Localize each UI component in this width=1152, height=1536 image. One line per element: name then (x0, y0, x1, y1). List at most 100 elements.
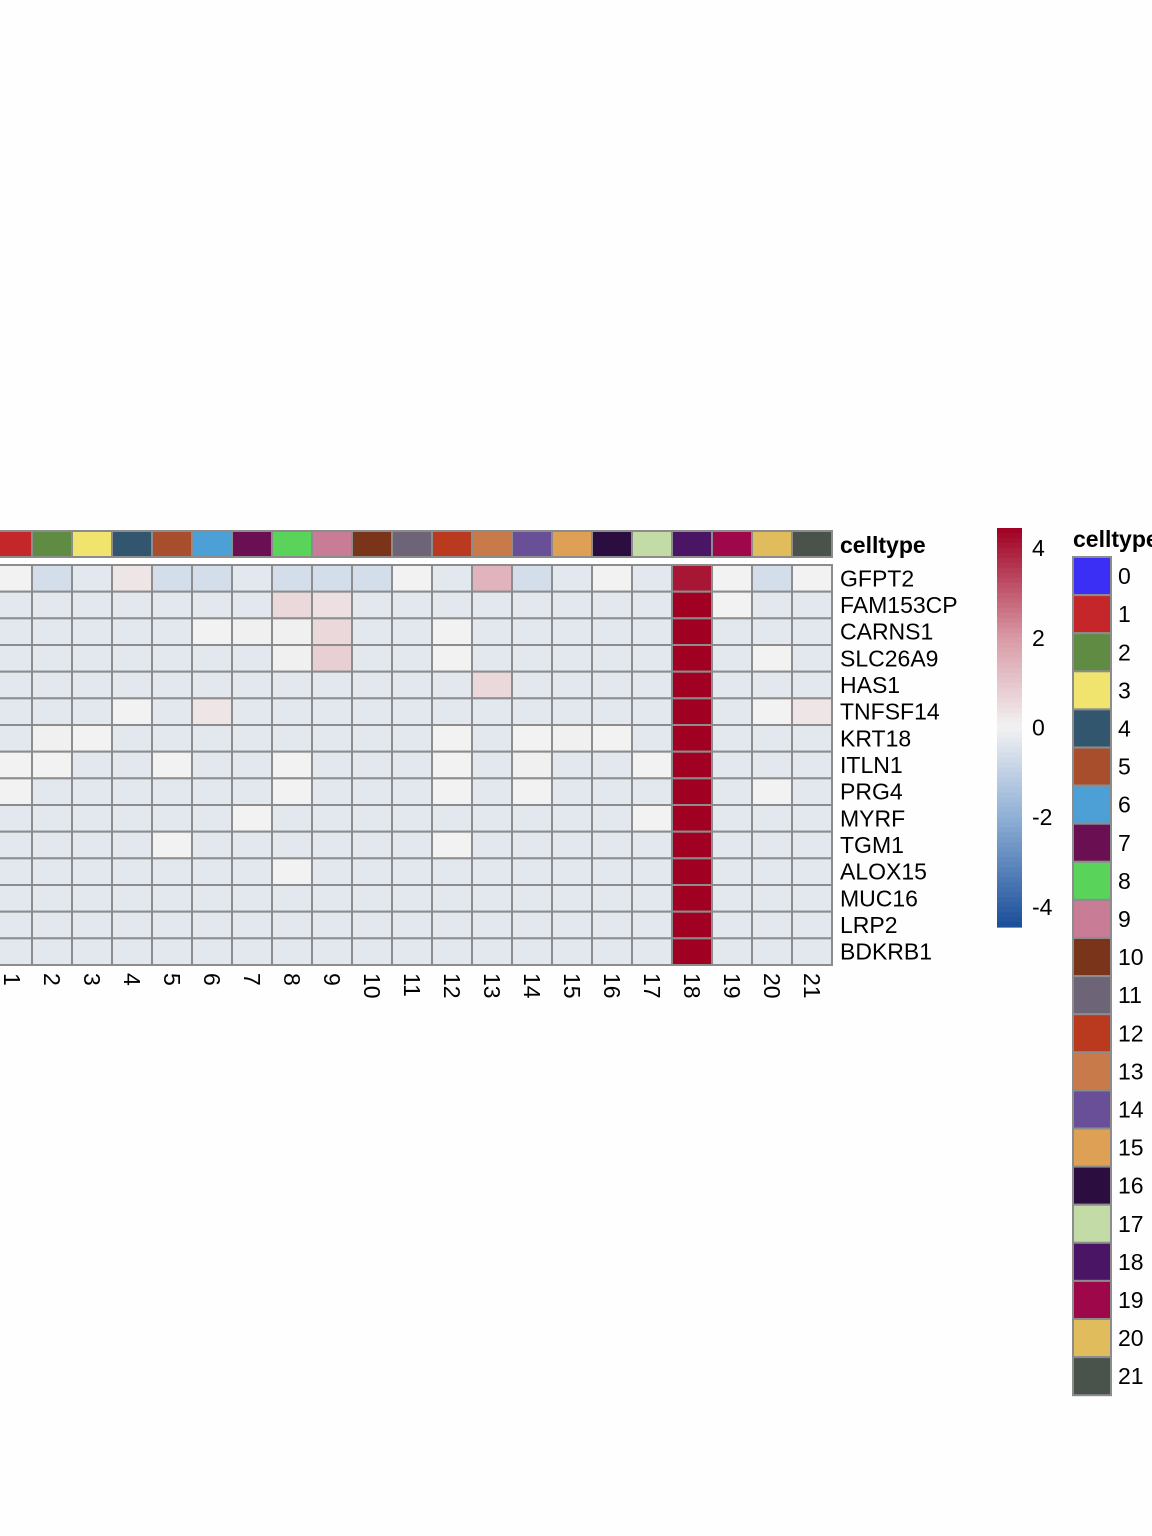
heatmap-cell (671, 937, 713, 966)
column-label: 10 (359, 973, 385, 999)
heatmap-cell (191, 804, 233, 833)
heatmap-cell (151, 617, 193, 646)
color-scale-swatch (997, 682, 1022, 689)
color-scale-swatch (997, 727, 1022, 734)
legend-swatch-2 (1072, 632, 1112, 673)
heatmap-cell (431, 884, 473, 913)
heatmap-cell (311, 590, 353, 620)
heatmap-cell (591, 617, 633, 646)
annotation-cell-19 (711, 530, 753, 558)
heatmap-cell (0, 750, 33, 780)
color-scale-swatch (997, 922, 1022, 928)
heatmap-cell (471, 857, 513, 886)
legend-swatch-7 (1072, 822, 1112, 863)
heatmap-cells (0, 564, 833, 966)
heatmap-cell (671, 857, 713, 886)
color-scale-swatch (997, 528, 1022, 534)
color-scale-swatch (997, 702, 1022, 709)
heatmap-cell (311, 910, 353, 940)
heatmap-cell (511, 697, 553, 726)
legend-label: 5 (1118, 754, 1131, 780)
heatmap-cell (751, 910, 793, 940)
heatmap-cell (271, 777, 313, 806)
heatmap-cell (31, 777, 73, 806)
heatmap-cell (671, 777, 713, 806)
annotation-cell-2 (31, 530, 73, 558)
heatmap-cell (591, 564, 633, 593)
column-label: 13 (479, 973, 505, 999)
color-scale-swatch (997, 657, 1022, 664)
heatmap-cell (431, 937, 473, 966)
heatmap-cell (271, 804, 313, 833)
heatmap-cell (391, 937, 433, 966)
color-scale-swatch (997, 857, 1022, 863)
heatmap-cell (0, 670, 33, 700)
heatmap-cell (471, 670, 513, 700)
heatmap-cell (351, 857, 393, 886)
heatmap-cell (191, 937, 233, 966)
annotation-cell-18 (671, 530, 713, 558)
heatmap-cell (151, 884, 193, 913)
annotation-cell-15 (551, 530, 593, 558)
heatmap-cell (511, 884, 553, 913)
heatmap-cell (231, 937, 273, 966)
heatmap-cell (191, 724, 233, 753)
heatmap-cell (111, 617, 153, 646)
color-scale-swatch (997, 652, 1022, 659)
row-label: TGM1 (840, 832, 904, 858)
legend-swatch-0 (1072, 556, 1112, 597)
heatmap-cell (71, 670, 113, 700)
heatmap-cell (71, 777, 113, 806)
heatmap-cell (551, 884, 593, 913)
color-scale-swatch (997, 562, 1022, 569)
heatmap-cell (351, 697, 393, 726)
heatmap-cell (631, 670, 673, 700)
heatmap-cell (231, 670, 273, 700)
legend-swatch-11 (1072, 975, 1112, 1016)
heatmap-cell (751, 697, 793, 726)
heatmap-cell (31, 670, 73, 700)
heatmap-cell (631, 617, 673, 646)
heatmap-cell (351, 777, 393, 806)
heatmap-cell (71, 697, 113, 726)
annotation-cell-7 (231, 530, 273, 558)
heatmap-cell (351, 617, 393, 646)
heatmap-cell (231, 644, 273, 673)
heatmap-cell (391, 590, 433, 620)
heatmap-cell (751, 750, 793, 780)
heatmap-cell (311, 777, 353, 806)
heatmap-cell (151, 644, 193, 673)
heatmap-cell (71, 644, 113, 673)
legend-label: 12 (1118, 1020, 1144, 1046)
color-scale-tick-label: 0 (1032, 715, 1045, 741)
heatmap-cell (31, 884, 73, 913)
heatmap-cell (191, 884, 233, 913)
color-scale-swatch (997, 912, 1022, 918)
heatmap-cell (311, 617, 353, 646)
heatmap-cell (311, 644, 353, 673)
heatmap-cell (471, 564, 513, 593)
color-scale-swatch (997, 647, 1022, 654)
heatmap-cell (471, 830, 513, 860)
legend-label: 10 (1118, 944, 1144, 970)
heatmap-cell (231, 750, 273, 780)
heatmap-cell (711, 884, 753, 913)
heatmap-cell (311, 884, 353, 913)
color-scale-swatch (997, 762, 1022, 768)
heatmap-cell (391, 804, 433, 833)
color-scale-swatch (997, 572, 1022, 579)
heatmap-cell (751, 804, 793, 833)
heatmap-cell (671, 564, 713, 593)
heatmap-cell (671, 670, 713, 700)
row-label: HAS1 (840, 672, 900, 698)
annotation-cell-1 (0, 530, 33, 558)
heatmap-cell (111, 937, 153, 966)
heatmap-cell (31, 910, 73, 940)
column-label: 11 (399, 973, 425, 997)
heatmap-cell (111, 830, 153, 860)
heatmap-cell (471, 724, 513, 753)
heatmap-cell (31, 857, 73, 886)
heatmap-cell (351, 884, 393, 913)
heatmap-cell (31, 804, 73, 833)
color-scale-swatch (997, 897, 1022, 903)
